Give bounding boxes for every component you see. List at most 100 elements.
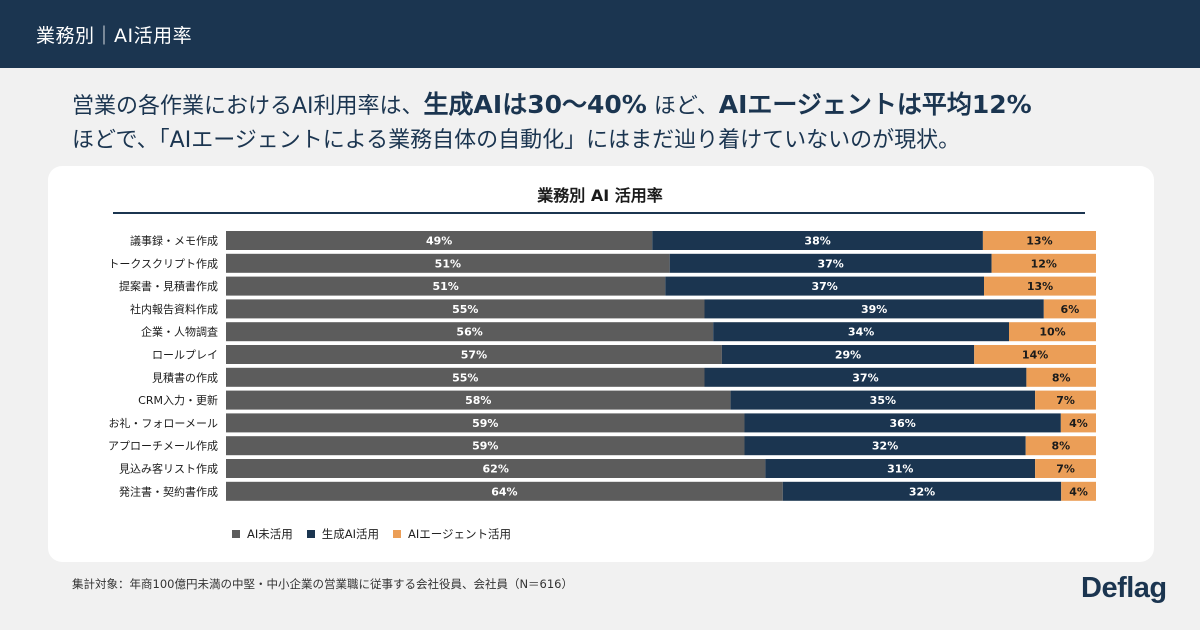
- category-label: アプローチメール作成: [108, 440, 218, 453]
- chart-title: 業務別 AI 活用率: [537, 186, 663, 205]
- bar-segment: [226, 322, 714, 342]
- bar-segment: [226, 276, 666, 296]
- bar-segment: [226, 367, 705, 387]
- data-label: 14%: [1022, 349, 1048, 362]
- bar-segment: [782, 481, 1062, 501]
- legend-swatch: [232, 530, 240, 538]
- category-label: ロールプレイ: [152, 349, 218, 362]
- data-label: 7%: [1056, 394, 1075, 407]
- category-label: トークスクリプト作成: [108, 257, 218, 270]
- bar-segment: [721, 345, 975, 364]
- bar-segment: [704, 367, 1027, 387]
- category-label: 提案書・見積書作成: [119, 279, 218, 293]
- category-label: 見込み客リスト作成: [119, 462, 218, 476]
- data-label: 51%: [435, 257, 461, 270]
- legend-item-ai-unused: AI未活用: [232, 526, 293, 542]
- headline-highlight-genai: 生成AIは30〜40%: [423, 90, 647, 119]
- bar-segment: [226, 231, 653, 250]
- bar-segment: [652, 231, 983, 250]
- data-label: 32%: [872, 440, 898, 453]
- bar-segment: [1009, 322, 1096, 342]
- bar-segment: [1060, 413, 1096, 433]
- data-label: 39%: [861, 303, 887, 316]
- bar-segment: [1035, 459, 1096, 478]
- data-label: 37%: [852, 371, 878, 384]
- bar-segment: [974, 345, 1096, 364]
- headline: 営業の各作業におけるAI利用率は、生成AIは30〜40% ほど、AIエージェント…: [72, 88, 1162, 158]
- data-label: 8%: [1052, 440, 1071, 453]
- bar-segment: [704, 299, 1044, 319]
- bar-segment: [1035, 390, 1096, 410]
- bar-segment: [991, 253, 1096, 273]
- bar-segment: [1026, 367, 1096, 387]
- headline-text-mid: ほど、: [646, 94, 719, 119]
- data-label: 62%: [483, 463, 509, 476]
- bar-segment: [984, 276, 1096, 296]
- data-label: 6%: [1061, 303, 1080, 316]
- data-label: 10%: [1039, 326, 1065, 339]
- bar-segment: [744, 436, 1026, 456]
- category-label: お礼・フォローメール: [108, 416, 218, 430]
- data-label: 37%: [817, 257, 843, 270]
- bar-segment: [226, 413, 745, 433]
- bar-segment: [713, 322, 1009, 342]
- data-label: 34%: [848, 326, 874, 339]
- legend-label: AIエージェント活用: [408, 527, 512, 541]
- data-label: 55%: [452, 303, 478, 316]
- data-label: 55%: [452, 371, 478, 384]
- brand-logo: Deflag: [1081, 572, 1167, 604]
- bar-segment: [226, 459, 766, 478]
- bar-segment: [226, 436, 745, 456]
- bar-segment: [730, 390, 1036, 410]
- chart-legend: AI未活用 生成AI活用 AIエージェント活用: [232, 526, 525, 542]
- headline-highlight-agent: AIエージェントは平均12%: [718, 90, 1032, 119]
- category-label: 発注書・契約書作成: [119, 484, 218, 498]
- data-label: 35%: [870, 394, 896, 407]
- data-label: 58%: [465, 394, 491, 407]
- legend-swatch: [306, 530, 315, 538]
- category-label: 社内報告資料作成: [130, 302, 218, 316]
- header-bar: 業務別｜AI活用率: [0, 0, 1200, 68]
- data-label: 64%: [491, 485, 517, 498]
- data-label: 8%: [1052, 371, 1071, 384]
- data-label: 37%: [811, 280, 837, 293]
- data-label: 49%: [426, 235, 452, 248]
- data-label: 56%: [456, 326, 482, 339]
- bar-segment: [744, 413, 1061, 433]
- bar-segment: [665, 276, 985, 296]
- data-label: 4%: [1069, 417, 1088, 430]
- data-label: 36%: [889, 417, 915, 430]
- category-label: 議事録・メモ作成: [130, 234, 218, 248]
- bar-segment: [226, 481, 783, 501]
- data-label: 59%: [472, 440, 498, 453]
- bar-segment: [982, 231, 1096, 250]
- legend-label: AI未活用: [247, 527, 293, 541]
- bar-segment: [1043, 299, 1096, 319]
- page-title: 業務別｜AI活用率: [36, 24, 193, 47]
- bar-segment: [226, 390, 731, 410]
- bar-segment: [226, 253, 670, 273]
- data-label: 51%: [432, 280, 458, 293]
- headline-line2: ほどで、「AIエージェントによる業務自体の自動化」にはまだ辿り着けていないのが現…: [72, 128, 961, 153]
- bar-segment: [765, 459, 1036, 478]
- data-label: 13%: [1027, 280, 1053, 293]
- data-label: 57%: [461, 349, 487, 362]
- category-label: 見積書の作成: [152, 370, 218, 384]
- chart-title-rule: [113, 212, 1085, 214]
- category-label: CRM入力・更新: [138, 393, 218, 407]
- data-label: 12%: [1031, 257, 1057, 270]
- data-label: 4%: [1069, 485, 1088, 498]
- category-label: 企業・人物調査: [141, 325, 218, 339]
- legend-item-agent: AIエージェント活用: [393, 526, 511, 542]
- headline-text: 営業の各作業におけるAI利用率は、: [72, 94, 424, 119]
- bar-segment: [226, 299, 705, 319]
- legend-item-genai: 生成AI活用: [306, 526, 379, 542]
- data-label: 29%: [835, 349, 861, 362]
- legend-swatch: [393, 530, 402, 538]
- bar-segment: [1025, 436, 1096, 456]
- bar-segment: [1061, 481, 1096, 501]
- bar-segment: [226, 345, 722, 364]
- data-label: 31%: [887, 463, 913, 476]
- data-label: 13%: [1026, 235, 1052, 248]
